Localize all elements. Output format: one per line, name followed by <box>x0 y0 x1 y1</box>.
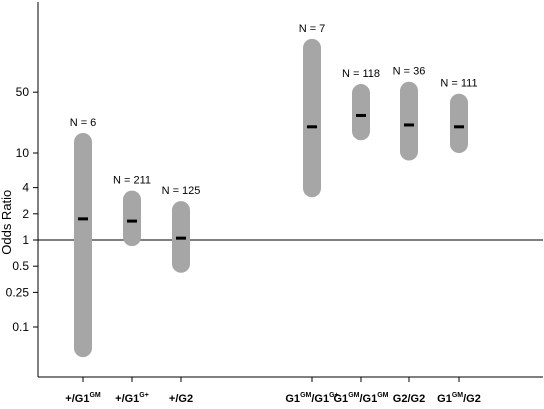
y-tick-label: 2 <box>22 207 29 221</box>
estimate-marker <box>454 125 464 129</box>
y-tick-label: 4 <box>22 181 29 195</box>
labels: 0.1 0.25 0.5 1 2 4 10 50 N = 6 +/G1GM N = 211 +/G1G… <box>6 23 481 405</box>
y-tick-label: 50 <box>16 85 30 99</box>
n-label: N = 7 <box>299 23 326 35</box>
estimate-marker <box>356 113 366 117</box>
x-tick-label: G1GM/G1G+ <box>285 392 338 405</box>
estimate-marker <box>127 219 137 223</box>
estimate-marker <box>176 236 186 240</box>
y-tick-label: 0.1 <box>12 320 29 334</box>
range-bar <box>400 81 418 161</box>
n-label: N = 118 <box>342 68 380 80</box>
x-tick-label: +/G2 <box>169 393 193 405</box>
range-bar <box>450 93 468 153</box>
axes <box>33 2 543 382</box>
x-tick-label: G1GM/G2 <box>437 392 481 405</box>
estimate-marker <box>404 123 414 127</box>
n-label: N = 111 <box>440 78 477 90</box>
y-tick-label: 0.25 <box>6 285 30 299</box>
x-tick-label: +/G1G+ <box>115 392 149 405</box>
n-label: N = 211 <box>113 175 151 187</box>
estimate-marker <box>78 217 88 221</box>
x-tick-label: +/G1GM <box>65 392 101 405</box>
range-bars <box>74 38 468 358</box>
n-label: N = 6 <box>70 117 97 129</box>
range-bar <box>123 190 141 247</box>
y-axis-title: Odds Ratio <box>0 190 14 255</box>
estimate-marker <box>307 125 317 129</box>
y-tick-label: 0.5 <box>12 259 29 273</box>
range-bar <box>303 38 321 198</box>
n-label: N = 125 <box>162 185 201 197</box>
range-bar <box>352 84 370 141</box>
range-bar <box>74 132 92 358</box>
n-label: N = 36 <box>393 66 426 78</box>
x-tick-label: G2/G2 <box>393 393 425 405</box>
y-tick-label: 1 <box>22 233 29 247</box>
x-tick-label: G1GM/G1GM <box>334 392 389 405</box>
y-tick-label: 10 <box>16 146 30 160</box>
